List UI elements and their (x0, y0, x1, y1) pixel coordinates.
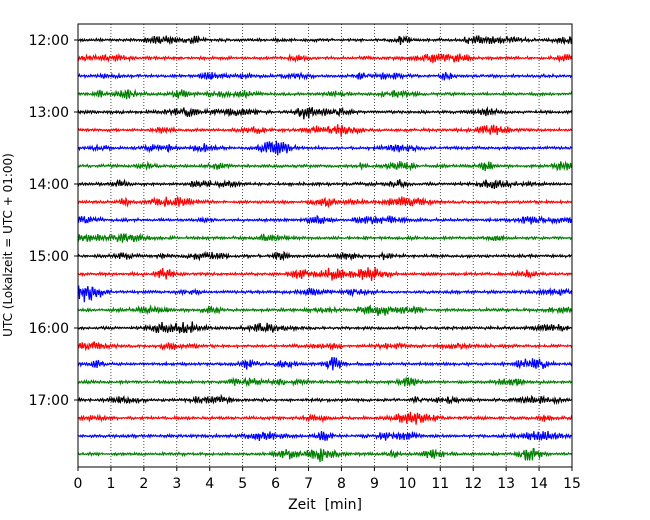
x-tick-label: 3 (172, 476, 181, 492)
x-axis-ticks: 0 1 2 3 4 5 6 7 8 9 10 11 12 13 14 15 (74, 467, 581, 492)
trace-line (77, 357, 573, 371)
y-tick-label: 12:00 (29, 33, 69, 49)
x-tick-label: 4 (205, 476, 214, 492)
y-axis-ticks: 12:00 13:00 14:00 15:00 16:00 17:00 (29, 33, 78, 409)
trace-line (77, 267, 573, 282)
x-tick-label: 1 (106, 476, 115, 492)
plot-frame (77, 23, 573, 468)
y-tick-label: 15:00 (29, 249, 69, 265)
x-tick-label: 11 (431, 476, 449, 492)
trace-line (77, 140, 573, 156)
x-tick-label: 12 (464, 476, 482, 492)
grid-lines (110, 24, 540, 467)
trace-line (77, 284, 573, 303)
y-axis-label: UTC (Lokalzeit = UTC + 01:00) (1, 153, 15, 337)
trace-line (77, 430, 573, 442)
trace-line (77, 124, 573, 137)
trace-line (77, 341, 573, 352)
y-tick-label: 16:00 (29, 321, 69, 337)
trace-line (77, 393, 573, 406)
trace-line (77, 105, 573, 120)
trace-line (77, 411, 573, 425)
plot-background (78, 24, 572, 467)
trace-line (77, 250, 573, 262)
x-tick-label: 13 (497, 476, 515, 492)
trace-line (77, 160, 573, 172)
x-tick-label: 0 (74, 476, 83, 492)
x-tick-label: 2 (139, 476, 148, 492)
x-tick-label: 9 (370, 476, 379, 492)
trace-line (77, 321, 573, 334)
trace-line (77, 88, 573, 100)
y-tick-label: 14:00 (29, 177, 69, 193)
y-tick-label: 13:00 (29, 105, 69, 121)
y-tick-label: 17:00 (29, 393, 69, 409)
x-tick-label: 8 (337, 476, 346, 492)
x-tick-label: 15 (563, 476, 581, 492)
trace-line (77, 71, 573, 81)
trace-line (77, 214, 573, 225)
trace-line (77, 178, 573, 189)
trace-line (77, 376, 573, 388)
x-tick-label: 7 (304, 476, 313, 492)
trace-lines (77, 34, 573, 463)
trace-line (77, 232, 573, 243)
trace-line (77, 447, 573, 463)
x-tick-label: 14 (530, 476, 548, 492)
trace-line (77, 52, 573, 64)
trace-line (77, 196, 573, 209)
trace-line (77, 34, 573, 46)
trace-line (77, 304, 573, 317)
x-tick-label: 10 (398, 476, 416, 492)
x-tick-label: 6 (271, 476, 280, 492)
x-axis-label: Zeit [min] (288, 497, 362, 513)
x-tick-label: 5 (238, 476, 247, 492)
